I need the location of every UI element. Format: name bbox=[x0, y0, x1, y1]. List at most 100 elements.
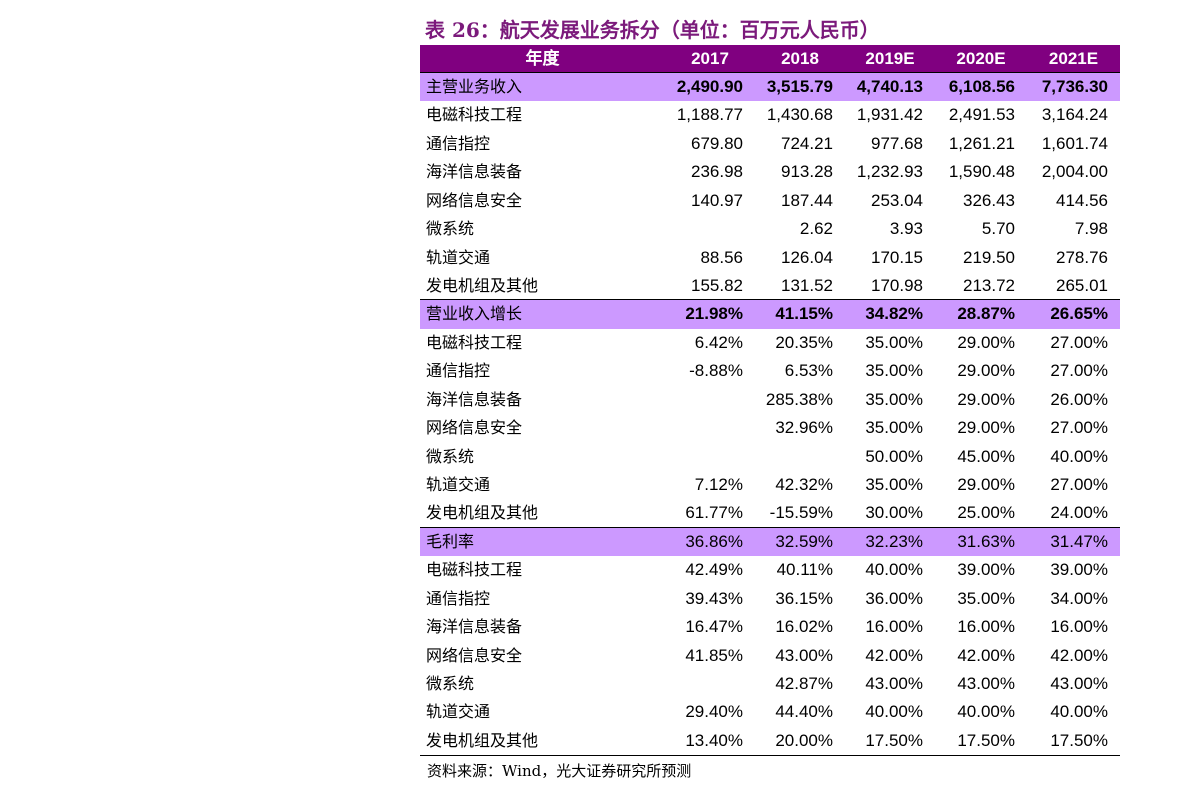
rule bbox=[420, 755, 1120, 757]
value-cell: 7.98 bbox=[1074, 219, 1108, 239]
rule bbox=[420, 526, 1120, 528]
value-cell: 219.50 bbox=[963, 247, 1015, 267]
value-cell: 35.00% bbox=[865, 361, 923, 381]
value-cell: 29.40% bbox=[685, 702, 743, 722]
value-cell: 3,164.24 bbox=[1041, 105, 1108, 125]
value-cell: 24.00% bbox=[1050, 503, 1108, 523]
value-cell: 32.96% bbox=[775, 418, 833, 438]
header-cell: 2021E bbox=[1048, 49, 1099, 68]
value-cell: 913.28 bbox=[781, 162, 833, 182]
header-cell: 2020E bbox=[956, 49, 1006, 68]
row-label: 微系统 bbox=[426, 219, 475, 239]
value-cell: 1,590.48 bbox=[948, 162, 1015, 182]
row-label: 发电机组及其他 bbox=[426, 276, 539, 295]
value-cell: 285.38% bbox=[765, 389, 833, 409]
value-cell: 41.85% bbox=[685, 645, 743, 665]
value-cell: 88.56 bbox=[700, 247, 743, 267]
value-cell: 42.87% bbox=[775, 674, 833, 694]
section-label: 营业收入增长 bbox=[426, 304, 523, 324]
value-cell: 28.87% bbox=[957, 304, 1015, 324]
rule bbox=[420, 299, 1120, 301]
value-cell: 29.00% bbox=[957, 389, 1015, 409]
value-cell: 21.98% bbox=[685, 304, 743, 324]
value-cell: 5.70 bbox=[981, 219, 1015, 239]
table-title: 表 26：航天发展业务拆分（单位：百万元人民币） bbox=[425, 18, 880, 42]
value-cell: 25.00% bbox=[957, 503, 1015, 523]
value-cell: 1,430.68 bbox=[766, 105, 833, 125]
value-cell: 977.68 bbox=[871, 133, 923, 153]
row-label: 通信指控 bbox=[426, 133, 491, 153]
value-cell: 29.00% bbox=[957, 361, 1015, 381]
value-cell: 679.80 bbox=[691, 133, 743, 153]
row-label: 电磁科技工程 bbox=[426, 332, 523, 352]
value-cell: 39.43% bbox=[685, 588, 743, 608]
value-cell: 236.98 bbox=[691, 162, 743, 182]
value-cell: 26.00% bbox=[1050, 389, 1108, 409]
value-cell: 414.56 bbox=[1056, 190, 1108, 210]
section-label: 毛利率 bbox=[426, 531, 475, 551]
value-cell: 155.82 bbox=[691, 276, 743, 295]
section-label: 主营业务收入 bbox=[426, 77, 523, 96]
value-cell: 126.04 bbox=[781, 247, 833, 267]
value-cell: 6.42% bbox=[694, 332, 743, 352]
row-label: 海洋信息装备 bbox=[426, 617, 523, 637]
value-cell: 3.93 bbox=[889, 219, 923, 239]
header-cell: 2017 bbox=[691, 49, 729, 68]
value-cell: 26.65% bbox=[1050, 304, 1108, 324]
value-cell: 43.00% bbox=[865, 674, 923, 694]
row-label: 微系统 bbox=[426, 674, 475, 694]
header-cell: 年度 bbox=[525, 49, 560, 69]
value-cell: 16.47% bbox=[685, 617, 743, 637]
row-label: 轨道交通 bbox=[426, 247, 491, 267]
value-cell: 31.63% bbox=[957, 531, 1015, 551]
value-cell: 34.82% bbox=[865, 304, 923, 324]
row-label: 网络信息安全 bbox=[426, 418, 523, 438]
value-cell: 31.47% bbox=[1050, 531, 1108, 551]
row-label: 轨道交通 bbox=[426, 475, 491, 495]
row-label: 海洋信息装备 bbox=[426, 389, 523, 409]
value-cell: 34.00% bbox=[1050, 588, 1108, 608]
value-cell: 265.01 bbox=[1056, 276, 1108, 295]
value-cell: 1,232.93 bbox=[856, 162, 923, 182]
value-cell: 42.00% bbox=[957, 645, 1015, 665]
section-bg bbox=[420, 300, 1120, 329]
value-cell: 29.00% bbox=[957, 475, 1015, 495]
value-cell: 6.53% bbox=[784, 361, 833, 381]
value-cell: 2,004.00 bbox=[1041, 162, 1108, 182]
value-cell: 1,188.77 bbox=[676, 105, 743, 125]
value-cell: 39.00% bbox=[957, 560, 1015, 580]
value-cell: 2,490.90 bbox=[676, 77, 743, 96]
row-label: 电磁科技工程 bbox=[426, 560, 523, 580]
row-label: 电磁科技工程 bbox=[426, 105, 523, 125]
value-cell: 17.50% bbox=[1050, 730, 1108, 750]
row-label: 发电机组及其他 bbox=[426, 503, 539, 523]
value-cell: -15.59% bbox=[769, 503, 833, 523]
value-cell: 42.32% bbox=[775, 475, 833, 495]
value-cell: 40.00% bbox=[1050, 446, 1108, 466]
value-cell: 42.00% bbox=[865, 645, 923, 665]
row-label: 发电机组及其他 bbox=[426, 730, 539, 750]
value-cell: 35.00% bbox=[865, 389, 923, 409]
value-cell: 30.00% bbox=[865, 503, 923, 523]
value-cell: 131.52 bbox=[781, 276, 833, 295]
value-cell: 43.00% bbox=[775, 645, 833, 665]
row-label: 海洋信息装备 bbox=[426, 162, 523, 182]
header-cell: 2018 bbox=[781, 49, 819, 68]
row-label: 微系统 bbox=[426, 446, 475, 466]
row-label: 通信指控 bbox=[426, 588, 491, 608]
row-label: 网络信息安全 bbox=[426, 645, 523, 665]
value-cell: 187.44 bbox=[781, 190, 833, 210]
source-note: 资料来源：Wind，光大证券研究所预测 bbox=[427, 762, 692, 780]
value-cell: 29.00% bbox=[957, 418, 1015, 438]
value-cell: 50.00% bbox=[865, 446, 923, 466]
value-cell: 40.00% bbox=[957, 702, 1015, 722]
value-cell: 27.00% bbox=[1050, 361, 1108, 381]
value-cell: 32.59% bbox=[775, 531, 833, 551]
header-bg bbox=[420, 45, 1120, 73]
value-cell: 7,736.30 bbox=[1041, 77, 1108, 96]
value-cell: 36.15% bbox=[775, 588, 833, 608]
value-cell: 40.00% bbox=[865, 702, 923, 722]
value-cell: 35.00% bbox=[865, 332, 923, 352]
value-cell: 35.00% bbox=[957, 588, 1015, 608]
